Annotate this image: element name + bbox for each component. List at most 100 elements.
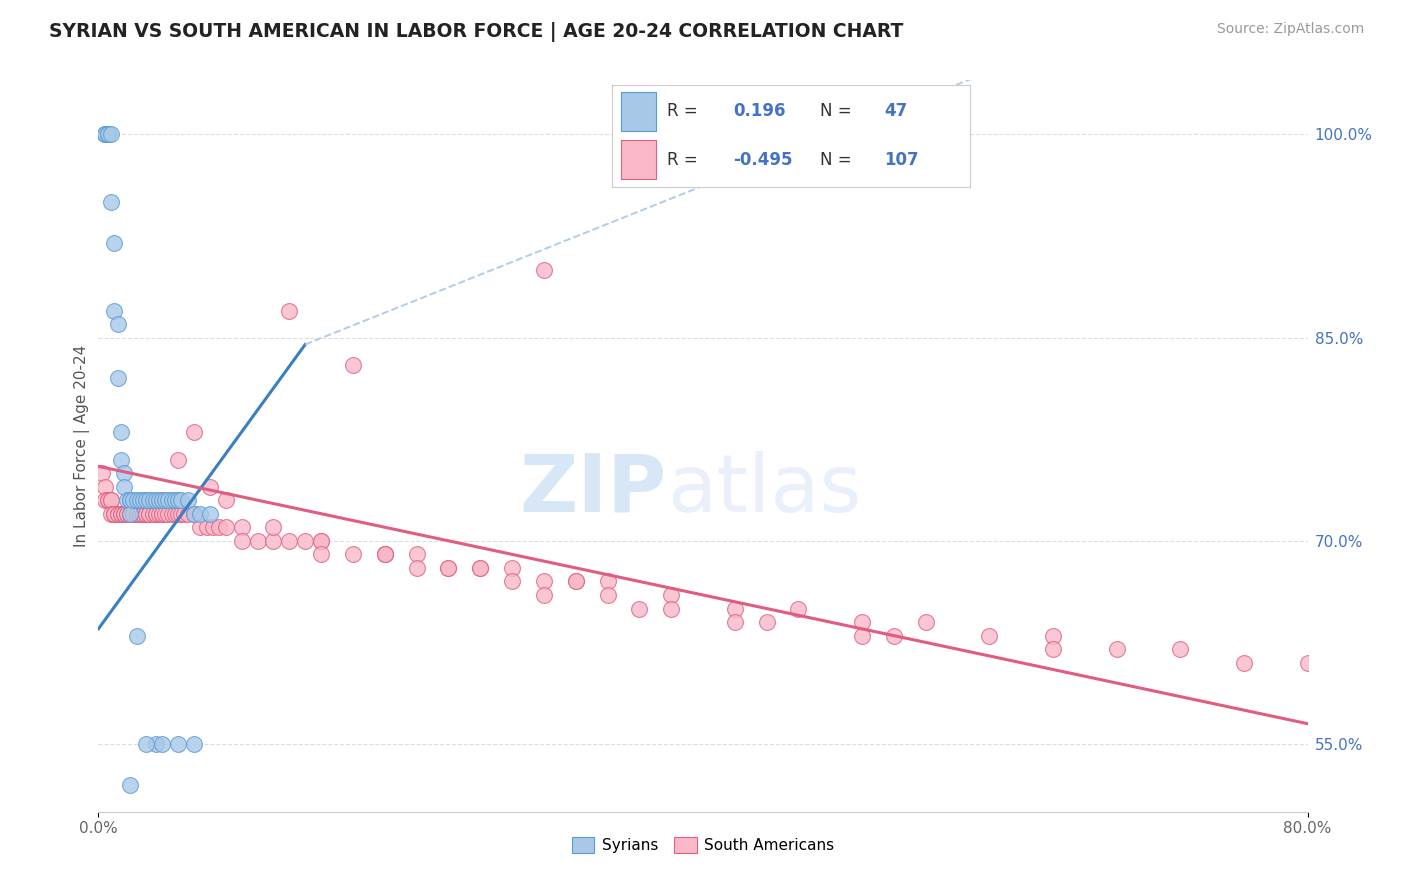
- Point: [138, 507, 160, 521]
- Point: [278, 533, 301, 548]
- Point: [112, 480, 135, 494]
- Point: [100, 493, 122, 508]
- Point: [188, 520, 211, 534]
- Point: [628, 601, 651, 615]
- Point: [107, 507, 129, 521]
- Point: [120, 507, 142, 521]
- Point: [138, 507, 160, 521]
- Point: [97, 493, 120, 508]
- Point: [173, 507, 195, 521]
- Point: [90, 466, 112, 480]
- Point: [183, 507, 205, 521]
- Point: [94, 128, 117, 142]
- Text: Source: ZipAtlas.com: Source: ZipAtlas.com: [1216, 22, 1364, 37]
- Point: [160, 507, 183, 521]
- Point: [208, 520, 231, 534]
- Point: [851, 615, 873, 629]
- Point: [231, 520, 253, 534]
- Point: [120, 493, 142, 508]
- Point: [145, 737, 167, 751]
- Text: -0.495: -0.495: [734, 151, 793, 169]
- Point: [246, 533, 269, 548]
- Point: [100, 195, 122, 210]
- Point: [564, 574, 586, 589]
- Point: [374, 547, 396, 561]
- Point: [405, 547, 427, 561]
- Point: [979, 629, 1001, 643]
- Point: [533, 588, 555, 602]
- Point: [167, 452, 190, 467]
- Point: [163, 507, 186, 521]
- Point: [231, 533, 253, 548]
- Point: [120, 507, 142, 521]
- Point: [188, 507, 211, 521]
- Bar: [620, 140, 657, 179]
- Point: [724, 601, 747, 615]
- Point: [262, 520, 284, 534]
- Point: [107, 371, 129, 385]
- Point: [128, 507, 150, 521]
- Point: [112, 507, 135, 521]
- Point: [215, 493, 238, 508]
- Point: [195, 520, 218, 534]
- Point: [596, 574, 619, 589]
- Point: [501, 574, 523, 589]
- Point: [183, 737, 205, 751]
- Point: [170, 493, 193, 508]
- Point: [148, 507, 170, 521]
- Point: [533, 574, 555, 589]
- Point: [309, 533, 332, 548]
- Point: [107, 507, 129, 521]
- Point: [198, 507, 221, 521]
- Point: [342, 547, 364, 561]
- Point: [405, 561, 427, 575]
- Point: [120, 778, 142, 792]
- Point: [135, 493, 157, 508]
- Text: atlas: atlas: [666, 450, 860, 529]
- Point: [183, 507, 205, 521]
- Point: [112, 466, 135, 480]
- Point: [97, 128, 120, 142]
- Point: [167, 507, 190, 521]
- Point: [100, 128, 122, 142]
- Text: ZIP: ZIP: [519, 450, 666, 529]
- Point: [1042, 642, 1064, 657]
- Point: [135, 507, 157, 521]
- Point: [148, 493, 170, 508]
- Point: [128, 507, 150, 521]
- Point: [128, 493, 150, 508]
- Point: [160, 493, 183, 508]
- Point: [183, 425, 205, 440]
- Point: [1296, 656, 1319, 670]
- Point: [115, 507, 138, 521]
- Point: [533, 263, 555, 277]
- Text: 0.196: 0.196: [734, 103, 786, 120]
- Point: [1168, 642, 1191, 657]
- Point: [437, 561, 460, 575]
- Point: [97, 128, 120, 142]
- Text: R =: R =: [668, 151, 697, 169]
- Point: [145, 507, 167, 521]
- Point: [198, 480, 221, 494]
- Point: [851, 629, 873, 643]
- Point: [110, 425, 132, 440]
- Point: [176, 507, 198, 521]
- Point: [132, 493, 155, 508]
- Point: [150, 493, 173, 508]
- Point: [470, 561, 492, 575]
- Point: [141, 493, 163, 508]
- Point: [103, 235, 125, 250]
- Point: [155, 507, 177, 521]
- Point: [157, 507, 180, 521]
- Point: [914, 615, 936, 629]
- Point: [145, 493, 167, 508]
- Point: [150, 507, 173, 521]
- Legend: Syrians, South Americans: Syrians, South Americans: [565, 830, 841, 859]
- Point: [125, 493, 148, 508]
- Point: [157, 493, 180, 508]
- Point: [755, 615, 778, 629]
- Point: [110, 507, 132, 521]
- Point: [94, 480, 117, 494]
- Point: [596, 588, 619, 602]
- Bar: [620, 92, 657, 131]
